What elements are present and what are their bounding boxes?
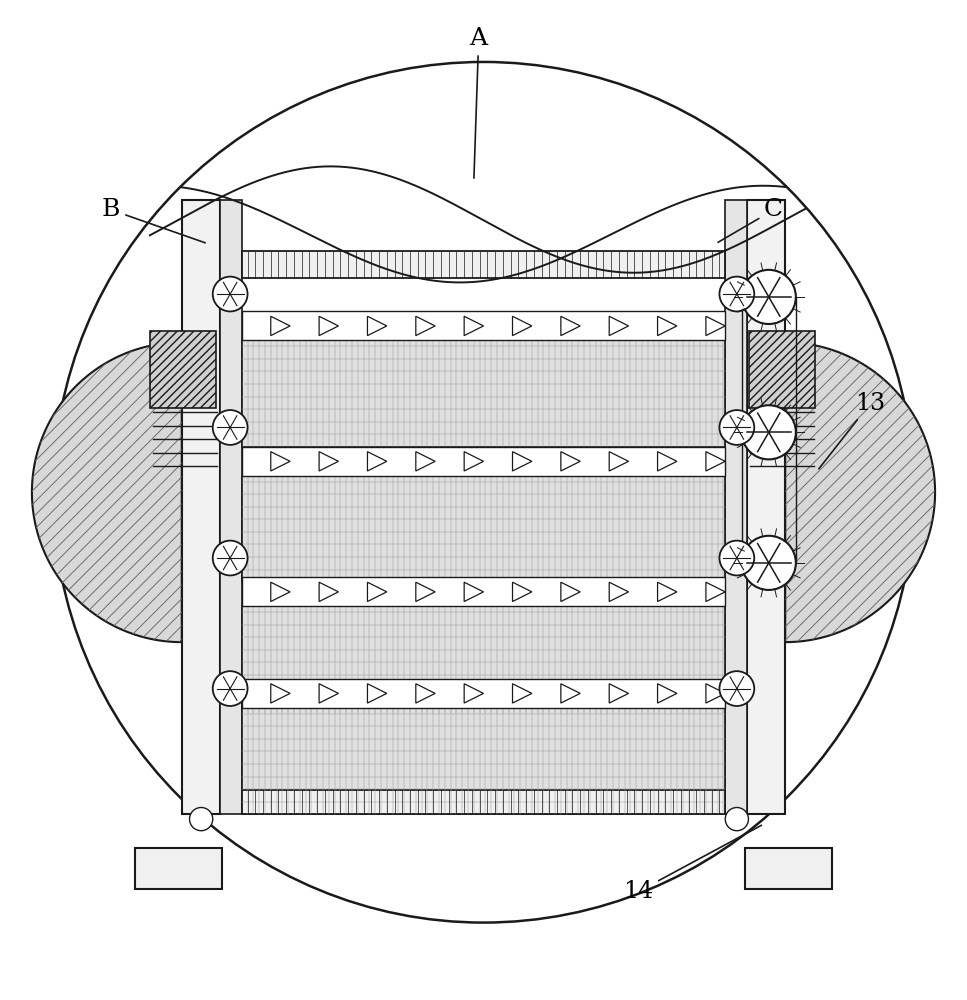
Polygon shape (513, 316, 532, 336)
Text: A: A (470, 27, 487, 178)
Circle shape (213, 541, 248, 575)
Polygon shape (513, 452, 532, 471)
Polygon shape (513, 582, 532, 602)
Polygon shape (464, 452, 484, 471)
Polygon shape (319, 316, 338, 336)
Bar (242, 606, 725, 713)
Bar (749, 331, 815, 408)
Bar (242, 447, 725, 476)
Polygon shape (416, 316, 435, 336)
Polygon shape (464, 684, 484, 703)
Circle shape (719, 541, 754, 575)
Polygon shape (367, 582, 387, 602)
Bar (242, 679, 725, 708)
Bar (242, 251, 725, 278)
Bar (220, 200, 242, 814)
Bar (725, 200, 747, 814)
Text: 13: 13 (819, 392, 886, 469)
Bar (242, 577, 725, 606)
Polygon shape (561, 452, 580, 471)
Polygon shape (706, 452, 725, 471)
Circle shape (719, 277, 754, 311)
Polygon shape (271, 582, 290, 602)
Circle shape (213, 671, 248, 706)
Bar (745, 848, 832, 889)
Bar (150, 331, 216, 408)
Bar (242, 708, 725, 814)
Bar (135, 848, 222, 889)
Polygon shape (658, 316, 677, 336)
Polygon shape (367, 316, 387, 336)
Polygon shape (416, 582, 435, 602)
Polygon shape (706, 316, 725, 336)
Polygon shape (271, 452, 290, 471)
Text: B: B (102, 198, 205, 243)
Bar (182, 200, 220, 814)
Polygon shape (609, 452, 629, 471)
Polygon shape (561, 316, 580, 336)
Polygon shape (271, 316, 290, 336)
Bar (242, 476, 725, 582)
Circle shape (742, 270, 796, 324)
Text: C: C (718, 198, 783, 242)
Polygon shape (658, 452, 677, 471)
Polygon shape (32, 342, 182, 642)
Polygon shape (319, 452, 338, 471)
Polygon shape (706, 582, 725, 602)
Polygon shape (561, 582, 580, 602)
Circle shape (742, 405, 796, 459)
Polygon shape (658, 582, 677, 602)
Circle shape (719, 410, 754, 445)
Polygon shape (609, 582, 629, 602)
Polygon shape (706, 684, 725, 703)
Polygon shape (319, 684, 338, 703)
Text: 14: 14 (623, 825, 761, 903)
Polygon shape (785, 342, 935, 642)
Polygon shape (271, 684, 290, 703)
Circle shape (725, 808, 748, 831)
Polygon shape (464, 582, 484, 602)
Circle shape (719, 671, 754, 706)
Polygon shape (464, 316, 484, 336)
Polygon shape (561, 684, 580, 703)
Bar (242, 790, 725, 814)
Polygon shape (513, 684, 532, 703)
Circle shape (742, 536, 796, 590)
Bar (747, 200, 785, 814)
Polygon shape (319, 582, 338, 602)
Polygon shape (609, 316, 629, 336)
Polygon shape (609, 684, 629, 703)
Circle shape (213, 410, 248, 445)
Polygon shape (416, 452, 435, 471)
Bar (242, 340, 725, 447)
Polygon shape (658, 684, 677, 703)
Polygon shape (367, 452, 387, 471)
Polygon shape (367, 684, 387, 703)
Circle shape (190, 808, 213, 831)
Polygon shape (416, 684, 435, 703)
Bar (242, 311, 725, 340)
Circle shape (213, 277, 248, 311)
